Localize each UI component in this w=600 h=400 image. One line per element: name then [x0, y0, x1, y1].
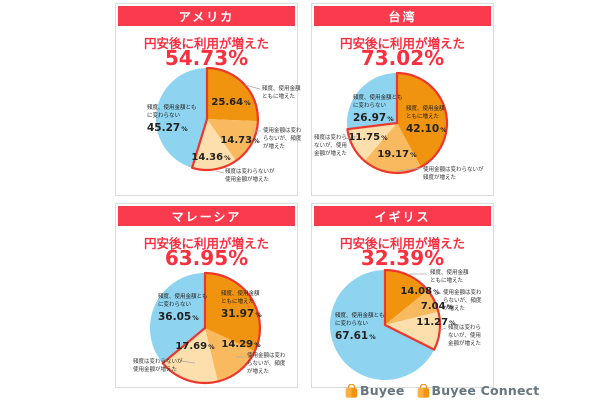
country-card-malaysia: マレーシア 円安後に利用が増えた 63.95% 頻度、使用金額ともに増えた 31… [115, 203, 298, 388]
country-header: アメリカ [118, 6, 295, 26]
slice-value-freq-increased: 14.29% [221, 339, 261, 350]
slice-value-both-increased: 25.64% [211, 97, 251, 108]
buyee-bag-icon [345, 383, 358, 398]
label-unchanged-block: 頻度、使用金額ともに変わらない 26.97% [353, 94, 403, 124]
country-name: 台湾 [388, 9, 417, 24]
label-unchanged-text: 頻度、使用金額ともに変わらない [158, 294, 208, 309]
country-name: マレーシア [171, 209, 242, 224]
country-card-america: アメリカ 円安後に利用が増えた 54.73% 25.64% 14.73% 14.… [115, 3, 302, 196]
slice-value-unchanged: 26.97% [353, 111, 394, 124]
footer-logos: Buyee Buyee Connect [345, 383, 539, 398]
slice-value-freq-increased: 19.17% [377, 149, 417, 160]
increase-caption: 円安後に利用が増えた [143, 236, 269, 251]
label-freq-increased: 使用金額は変わらないが、頻度が増えた [247, 353, 286, 375]
label-amount-increased: 頻度は変わらないが使用金額が増えた [225, 169, 275, 183]
label-unchanged-block: 頻度、使用金額ともに変わらない 45.27% [147, 104, 197, 134]
buyee-connect-bag-icon [417, 383, 429, 398]
label-unchanged-block: 頻度、使用金額ともに変わらない 36.05% [158, 293, 208, 323]
country-name: アメリカ [178, 9, 235, 24]
increase-caption: 円安後に利用が増えた [339, 36, 465, 51]
label-unchanged-text: 頻度、使用金額ともに変わらない [335, 313, 385, 328]
slice-value-unchanged: 36.05% [158, 310, 199, 323]
buyee-connect-logo-text: Buyee Connect [431, 383, 540, 398]
label-freq-increased: 使用金額は変わらないが頻度が増えた [423, 167, 484, 181]
buyee-logo: Buyee [345, 383, 405, 398]
increase-caption: 円安後に利用が増えた [339, 236, 465, 251]
country-header: イギリス [314, 206, 491, 226]
label-freq-increased: 使用金額は変わらないが、頻度が増えた [263, 128, 302, 150]
label-amount-increased: 頻度は変わらないが使用金額が増えた [133, 359, 183, 373]
slice-value-unchanged: 45.27% [147, 121, 188, 134]
label-amount-increased: 頻度は変わらないが、使用金額が増えた [314, 135, 348, 157]
slice-value-amount-increased: 11.27% [416, 317, 456, 328]
slice-value-freq-increased: 14.73% [220, 135, 260, 146]
label-both-increased-block: 頻度、使用金額ともに増えた 31.97% [221, 290, 262, 320]
label-both-increased: 頻度、使用金額ともに増えた [262, 86, 301, 100]
label-unchanged-text: 頻度、使用金額ともに変わらない [147, 105, 197, 120]
slice-value-amount-increased: 17.69% [175, 341, 215, 352]
label-both-increased-text: 頻度、使用金額ともに増えた [406, 106, 445, 121]
slice-value-both-increased: 42.10% [406, 122, 447, 135]
slice-value-amount-increased: 11.75% [348, 132, 388, 143]
country-header: 台湾 [314, 6, 491, 26]
label-freq-increased: 使用金額は変わらないが、頻度が増えた [443, 290, 482, 312]
increase-percentage: 54.73% [164, 46, 249, 70]
label-unchanged-text: 頻度、使用金額ともに変わらない [353, 95, 403, 110]
buyee-connect-logo: Buyee Connect [417, 383, 540, 398]
buyee-logo-text: Buyee [360, 383, 405, 398]
increase-caption: 円安後に利用が増えた [143, 36, 269, 51]
label-unchanged-block: 頻度、使用金額ともに変わらない 67.61% [335, 312, 385, 342]
slice-value-unchanged: 67.61% [335, 329, 376, 342]
increase-percentage: 63.95% [164, 246, 249, 270]
slice-value-both-increased: 31.97% [221, 307, 262, 320]
slice-value-amount-increased: 14.36% [191, 152, 231, 163]
slice-value-both-increased: 14.08% [400, 286, 440, 297]
country-card-taiwan: 台湾 円安後に利用が増えた 73.02% 頻度、使用金額ともに増えた 42.10… [311, 3, 494, 196]
increase-percentage: 32.39% [360, 246, 445, 270]
label-both-increased: 頻度、使用金額ともに増えた [430, 270, 469, 284]
label-both-increased-block: 頻度、使用金額ともに増えた 42.10% [406, 105, 447, 135]
label-both-increased-text: 頻度、使用金額ともに増えた [221, 291, 260, 306]
increase-percentage: 73.02% [360, 46, 445, 70]
label-amount-increased: 頻度は変わらないが、使用金額が増えた [448, 325, 482, 347]
slice-value-freq-increased: 7.04% [420, 301, 454, 312]
country-header: マレーシア [118, 206, 295, 226]
country-name: イギリス [374, 209, 431, 224]
country-card-uk: イギリス 円安後に利用が増えた 32.39% 14.08% 7.04% 11.2… [311, 203, 494, 388]
